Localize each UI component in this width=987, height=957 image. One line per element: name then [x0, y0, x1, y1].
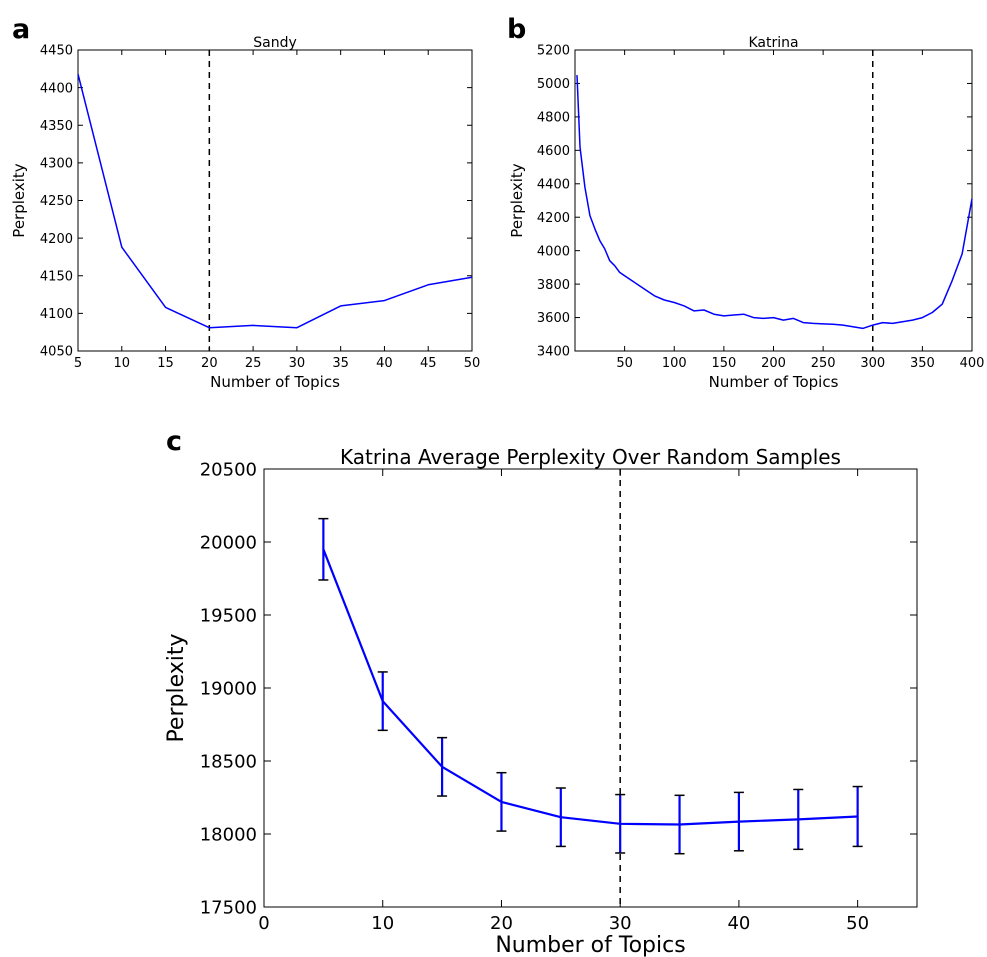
panel-letter: a [12, 14, 30, 45]
y-tick-label: 3600 [537, 311, 570, 326]
y-axis-label: Perplexity [10, 163, 28, 237]
y-tick-label: 4200 [40, 232, 73, 247]
x-tick-label: 40 [376, 356, 393, 371]
x-tick-label: 0 [258, 913, 269, 934]
x-tick-label: 25 [245, 356, 262, 371]
y-tick-label: 4150 [40, 269, 73, 284]
y-tick-label: 3400 [537, 345, 570, 360]
panel-b-katrina: b Katrina 50 100 150 200 250 300 350 400 3400 3600 3… [507, 14, 984, 391]
y-tick-label: 4100 [40, 307, 73, 322]
chart-title: Sandy [253, 35, 297, 51]
x-axis-label: Number of Topics [495, 933, 685, 957]
x-tick-label: 30 [289, 356, 306, 371]
x-tick-label: 100 [662, 356, 687, 371]
y-tick-label: 4200 [537, 211, 570, 226]
y-tick-label: 4400 [40, 81, 73, 96]
x-tick-label: 150 [711, 356, 736, 371]
x-tick-label: 20 [490, 913, 513, 934]
x-tick-label: 35 [332, 356, 349, 371]
panel-a-sandy: a Sandy 5 10 15 20 25 30 35 40 45 50 4050 4100 4150 420… [10, 14, 480, 391]
x-tick-label: 20 [201, 356, 218, 371]
x-tick-label: 50 [464, 356, 481, 371]
plot-frame [263, 468, 918, 908]
x-tick-label: 250 [811, 356, 836, 371]
y-tick-label: 4450 [40, 44, 73, 59]
x-tick-label: 400 [960, 356, 985, 371]
y-tick-label: 20500 [200, 459, 257, 480]
y-tick-label: 4800 [537, 111, 570, 126]
y-tick-label: 4300 [40, 157, 73, 172]
y-tick-label: 5200 [537, 44, 570, 59]
x-tick-label: 40 [727, 913, 750, 934]
panel-c-katrina-average: c Katrina Average Perplexity Over Random … [164, 426, 918, 957]
y-tick-label: 4250 [40, 194, 73, 209]
x-tick-label: 5 [74, 356, 82, 371]
y-tick-label: 17500 [200, 897, 257, 918]
y-tick-label: 19500 [200, 605, 257, 626]
y-tick-label: 5000 [537, 77, 570, 92]
y-tick-label: 20000 [200, 532, 257, 553]
y-tick-label: 3800 [537, 278, 570, 293]
x-tick-label: 350 [910, 356, 935, 371]
x-tick-label: 300 [860, 356, 885, 371]
y-tick-label: 4000 [537, 244, 570, 259]
x-tick-label: 50 [846, 913, 869, 934]
y-tick-label: 19000 [200, 678, 257, 699]
y-axis-label: Perplexity [164, 633, 189, 742]
chart-title: Katrina Average Perplexity Over Random S… [340, 445, 841, 469]
series-line [576, 75, 973, 330]
x-tick-label: 10 [371, 913, 394, 934]
x-tick-label: 10 [114, 356, 131, 371]
y-axis-label: Perplexity [508, 163, 526, 237]
y-tick-label: 4050 [40, 345, 73, 360]
y-tick-label: 18000 [200, 824, 257, 845]
x-tick-label: 45 [420, 356, 437, 371]
x-tick-label: 200 [761, 356, 786, 371]
x-axis-label: Number of Topics [210, 373, 340, 391]
x-tick-label: 50 [616, 356, 633, 371]
panel-letter: c [166, 426, 182, 457]
y-tick-label: 4350 [40, 119, 73, 134]
series-line [322, 548, 858, 826]
x-axis-label: Number of Topics [709, 373, 839, 391]
y-tick-label: 18500 [200, 751, 257, 772]
y-tick-label: 4600 [537, 144, 570, 159]
series-line [77, 73, 473, 329]
x-tick-label: 15 [157, 356, 174, 371]
y-tick-label: 4400 [537, 177, 570, 192]
panel-letter: b [507, 14, 526, 45]
plot-frame [574, 49, 973, 352]
plot-frame [77, 49, 473, 352]
x-tick-label: 30 [609, 913, 632, 934]
chart-title: Katrina [748, 35, 798, 51]
